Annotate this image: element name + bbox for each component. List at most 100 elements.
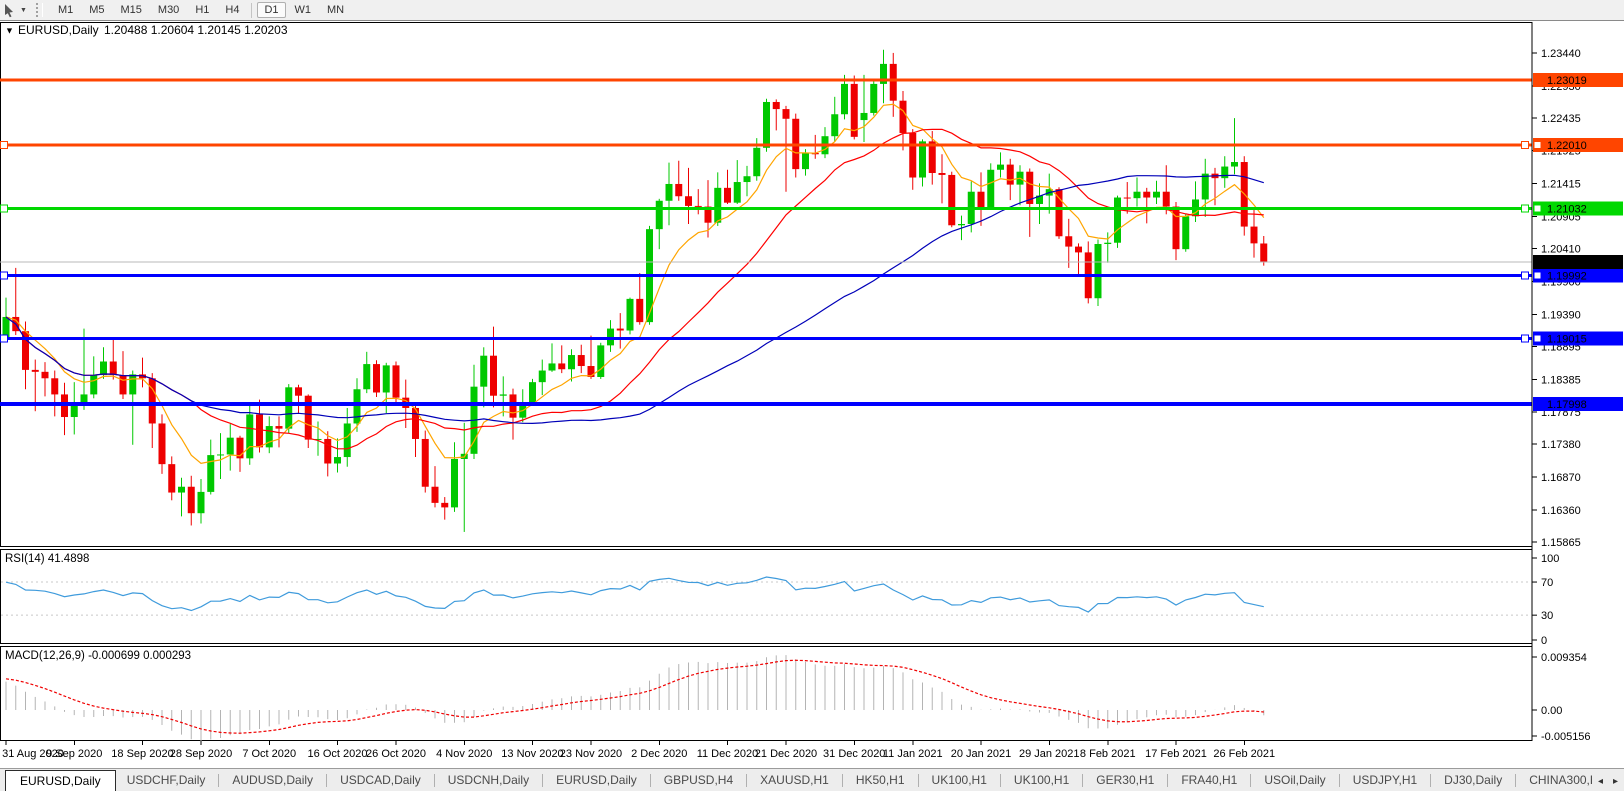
horizontal-lines-layer[interactable] bbox=[0, 78, 1532, 407]
candle-body bbox=[499, 394, 507, 396]
line-handle[interactable] bbox=[0, 204, 8, 213]
tab-separator bbox=[218, 773, 220, 787]
candle-body bbox=[548, 363, 556, 371]
line-handle[interactable] bbox=[1533, 334, 1542, 343]
candle-body bbox=[938, 172, 946, 175]
chevron-down-icon[interactable]: ▼ bbox=[20, 6, 27, 14]
tab-audusd-daily[interactable]: AUDUSD,Daily bbox=[232, 773, 314, 787]
price-line-badge-label: 1.19015 bbox=[1547, 334, 1587, 346]
candle-body bbox=[909, 132, 917, 178]
tab-usdcnh-daily[interactable]: USDCNH,Daily bbox=[447, 773, 530, 787]
chart-tabs-bar: EURUSD,Daily USDCHF,Daily AUDUSD,Daily USDC… bbox=[0, 768, 1624, 791]
candle-body bbox=[889, 63, 897, 101]
candle-body bbox=[733, 182, 741, 203]
tab-separator bbox=[433, 773, 435, 787]
tab-dj30-daily[interactable]: DJ30,Daily bbox=[1444, 773, 1503, 787]
price-line-badge-label: 1.23019 bbox=[1547, 75, 1587, 87]
line-handle[interactable] bbox=[1521, 271, 1529, 280]
candle-body bbox=[1065, 236, 1073, 247]
toolbar-grip[interactable] bbox=[35, 3, 43, 17]
line-handle[interactable] bbox=[0, 271, 8, 280]
candle-body bbox=[714, 187, 722, 223]
line-handle[interactable] bbox=[1521, 334, 1529, 343]
tab-xauusd-h1[interactable]: XAUUSD,H1 bbox=[760, 773, 829, 787]
rsi-scale-label: 0 bbox=[1541, 635, 1547, 647]
candle-body bbox=[1221, 166, 1229, 179]
tab-usdchf-daily[interactable]: USDCHF,Daily bbox=[126, 773, 206, 787]
timeframe-button-d1[interactable]: D1 bbox=[257, 2, 286, 18]
macd-signal-line bbox=[5, 659, 1264, 734]
timeframe-button-w1[interactable]: W1 bbox=[294, 4, 312, 16]
date-tick-label: 7 Oct 2020 bbox=[242, 748, 296, 760]
line-handle[interactable] bbox=[1533, 141, 1542, 150]
candle-body bbox=[70, 403, 78, 418]
timeframe-button-h1[interactable]: H1 bbox=[195, 4, 210, 16]
candle-body bbox=[178, 486, 185, 493]
date-tick-label: 11 Dec 2020 bbox=[697, 748, 759, 760]
tab-china300-h1[interactable]: CHINA300,H1 bbox=[1529, 773, 1606, 787]
timeframe-button-m30[interactable]: M30 bbox=[157, 4, 180, 16]
line-handle[interactable] bbox=[1521, 204, 1529, 213]
line-handle[interactable] bbox=[1533, 204, 1542, 213]
timeframe-button-m15[interactable]: M15 bbox=[120, 4, 142, 16]
tab-scroll-right-icon[interactable]: ▸ bbox=[1612, 775, 1618, 787]
price-axis[interactable]: 1.234401.229301.224351.219251.214151.209… bbox=[1531, 22, 1623, 741]
price-line-badge-label: 1.19992 bbox=[1547, 271, 1587, 283]
timeframe-button-mn[interactable]: MN bbox=[327, 4, 345, 16]
candle-body bbox=[217, 454, 224, 456]
line-handle[interactable] bbox=[0, 334, 8, 343]
tab-uk100-h1[interactable]: UK100,H1 bbox=[931, 773, 987, 787]
price-tick-label: 1.20410 bbox=[1541, 244, 1581, 256]
chart-tabs: EURUSD,Daily USDCHF,Daily AUDUSD,Daily USDC… bbox=[0, 769, 1624, 791]
cursor-tool-icon[interactable] bbox=[3, 3, 18, 18]
price-line-badge bbox=[1533, 138, 1623, 153]
price-line-badge-label: 1.22010 bbox=[1547, 140, 1587, 152]
candle-body bbox=[285, 387, 293, 429]
candle-body bbox=[187, 486, 195, 514]
candle-body bbox=[743, 176, 751, 183]
tab-separator bbox=[649, 773, 651, 787]
tab-usdjpy-h1[interactable]: USDJPY,H1 bbox=[1352, 773, 1418, 787]
tab-separator bbox=[1082, 773, 1084, 787]
tab-hk50-h1[interactable]: HK50,H1 bbox=[855, 773, 905, 787]
candle-body bbox=[41, 371, 49, 379]
tab-eurusd-daily[interactable]: EURUSD,Daily bbox=[5, 769, 116, 791]
tab-ger30-h1[interactable]: GER30,H1 bbox=[1096, 773, 1155, 787]
timeframe-button-m1[interactable]: M1 bbox=[57, 4, 74, 16]
candle-body bbox=[607, 328, 614, 346]
line-handle[interactable] bbox=[0, 141, 8, 150]
candle-body bbox=[675, 183, 683, 197]
timeframe-button-m5[interactable]: M5 bbox=[89, 4, 105, 16]
candle-body bbox=[314, 438, 322, 440]
timeframe-button-h4[interactable]: H4 bbox=[225, 4, 240, 16]
candle-body bbox=[831, 114, 839, 137]
toolbar-separator bbox=[251, 2, 253, 18]
tab-usdcad-daily[interactable]: USDCAD,Daily bbox=[340, 773, 421, 787]
line-handle[interactable] bbox=[1521, 141, 1529, 150]
candle-body bbox=[197, 491, 205, 514]
date-tick-label: 20 Jan 2021 bbox=[951, 748, 1012, 760]
candle-body bbox=[431, 486, 439, 503]
rsi-scale-label: 70 bbox=[1541, 577, 1553, 589]
line-handle[interactable] bbox=[1533, 271, 1542, 280]
date-tick-label: 16 Oct 2020 bbox=[308, 748, 368, 760]
chart-canvas[interactable]: 100 70 30 0 0.009354 0.00 -0.005156 1.23440 1.… bbox=[0, 21, 1624, 768]
tab-usoil-daily[interactable]: USOil,Daily bbox=[1264, 773, 1326, 787]
candle-body bbox=[928, 141, 936, 173]
ma-mid-line bbox=[5, 128, 1264, 450]
date-tick-label: 18 Sep 2020 bbox=[111, 748, 173, 760]
tab-separator bbox=[1515, 773, 1517, 787]
candle-body bbox=[480, 355, 488, 387]
tab-eurusd-daily[interactable]: EURUSD,Daily bbox=[556, 773, 637, 787]
tab-scroll-left-icon[interactable]: ◂ bbox=[1597, 775, 1603, 787]
candle-body bbox=[1114, 197, 1121, 243]
chart-title-dropdown-icon[interactable]: ▼ bbox=[5, 26, 14, 36]
tab-separator bbox=[1250, 773, 1252, 787]
tab-uk100-h1[interactable]: UK100,H1 bbox=[1013, 773, 1070, 787]
tab-fra40-h1[interactable]: FRA40,H1 bbox=[1181, 773, 1238, 787]
tab-gbpusd-h4[interactable]: GBPUSD,H4 bbox=[663, 773, 734, 787]
tab-separator bbox=[917, 773, 919, 787]
macd-pane-content: 0.009354 0.00 -0.005156 bbox=[5, 652, 1591, 743]
